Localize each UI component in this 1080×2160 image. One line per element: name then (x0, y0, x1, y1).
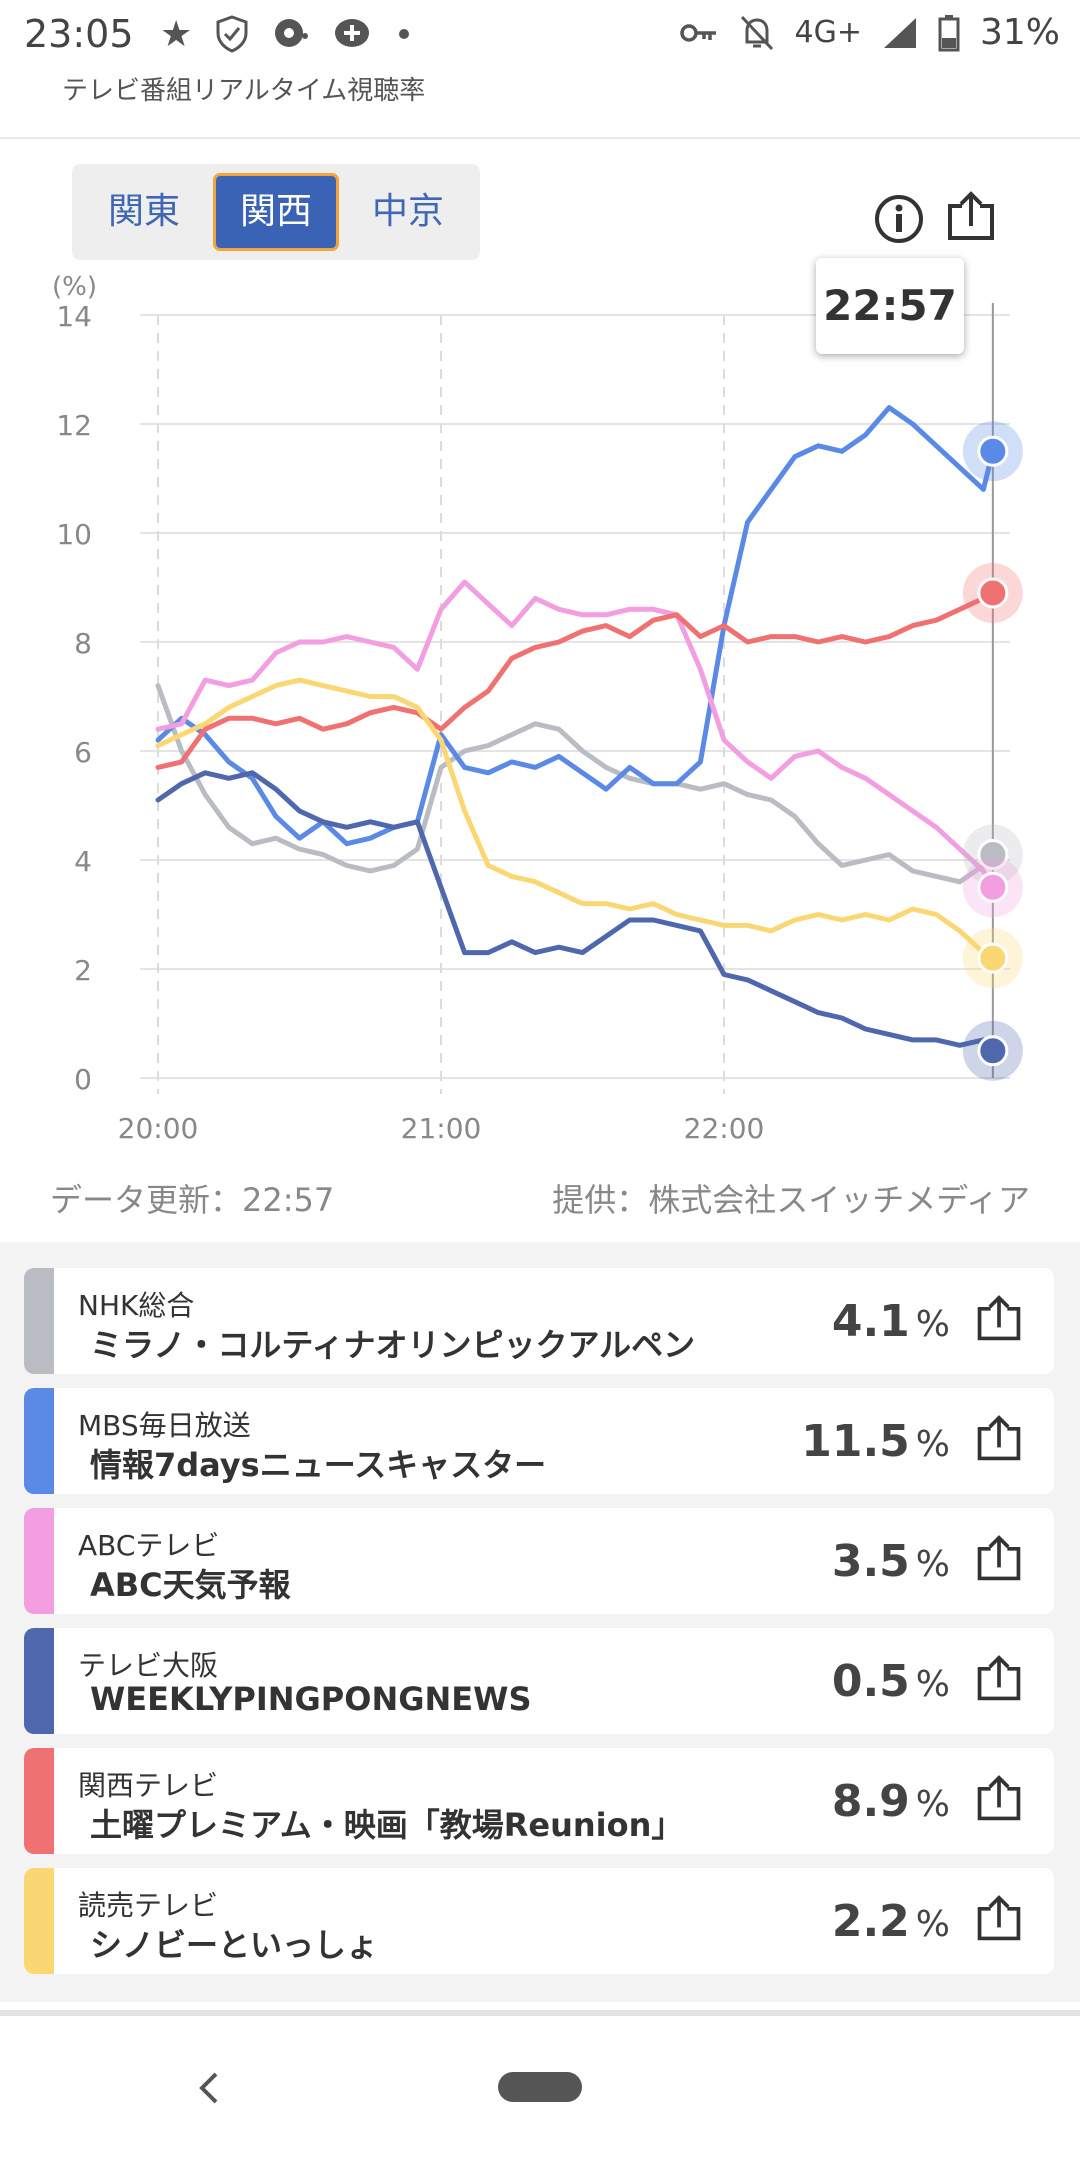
shield-icon (216, 15, 248, 53)
network-type: 4G+ (794, 15, 862, 50)
series-line (155, 770, 996, 1054)
channel-color-bar (24, 1868, 54, 1974)
series-line (155, 590, 996, 770)
series-end-marker (977, 871, 1009, 903)
series-end-marker (977, 942, 1009, 974)
rating-value: 11.5% (801, 1416, 950, 1467)
info-icon[interactable] (872, 192, 926, 246)
share-icon[interactable] (944, 190, 998, 244)
rating-value: 2.2% (831, 1896, 950, 1947)
station-name: NHK総合 (78, 1289, 195, 1322)
home-pill[interactable] (498, 2072, 582, 2102)
share-icon[interactable] (974, 1534, 1024, 1584)
station-name: 関西テレビ (78, 1769, 219, 1802)
app-title: テレビ番組リアルタイム視聴率 (62, 76, 426, 106)
star-icon: ★ (160, 14, 193, 55)
status-right-icons: 4G+ 31% (679, 12, 1060, 53)
program-title: 情報7daysニュースキャスター (90, 1446, 547, 1484)
station-name: テレビ大阪 (78, 1649, 219, 1682)
series-line (155, 579, 996, 890)
battery-level: 31% (979, 12, 1060, 53)
series-end-marker (977, 839, 1009, 871)
update-time: データ更新：22:57 (50, 1181, 335, 1219)
program-card-ktv[interactable]: 関西テレビ 土曜プレミアム・映画「教場Reunion」 8.9% (24, 1748, 1054, 1854)
y-tick-label: 6 (74, 736, 92, 769)
time-tooltip: 22:57 (816, 258, 964, 354)
share-icon[interactable] (974, 1774, 1024, 1824)
program-card-tvo[interactable]: テレビ大阪 WEEKLYPINGPONGNEWS 0.5% (24, 1628, 1054, 1734)
region-tabs: 関東 関西 中京 (72, 164, 480, 260)
y-tick-label: 0 (74, 1063, 92, 1096)
station-name: 読売テレビ (78, 1889, 219, 1922)
tab-chukyo[interactable]: 中京 (371, 191, 444, 232)
x-tick-label: 22:00 (684, 1112, 765, 1145)
battery-icon (938, 14, 960, 51)
y-tick-label: 10 (56, 518, 92, 551)
channel-color-bar (24, 1388, 54, 1494)
channel-color-bar (24, 1628, 54, 1734)
y-tick-label: 12 (56, 409, 92, 442)
list-divider (0, 2010, 1080, 2016)
rating-value: 0.5% (831, 1656, 950, 1707)
chat-plus-icon (335, 19, 370, 47)
y-tick-label: 14 (56, 300, 92, 333)
y-axis-label: (%) (52, 272, 97, 302)
share-icon[interactable] (974, 1654, 1024, 1704)
series-end-marker (977, 435, 1009, 467)
chat-icon (275, 19, 309, 47)
rating-value: 3.5% (831, 1536, 950, 1587)
share-icon[interactable] (974, 1294, 1024, 1344)
header-divider (0, 137, 1080, 139)
share-icon[interactable] (974, 1414, 1024, 1464)
back-icon[interactable] (190, 2068, 230, 2108)
y-tick-label: 4 (74, 845, 92, 878)
program-title: 土曜プレミアム・映画「教場Reunion」 (90, 1806, 684, 1844)
program-title: WEEKLYPINGPONGNEWS (90, 1680, 532, 1718)
dot-icon (399, 29, 410, 39)
provider-credit: 提供：株式会社スイッチメディア (552, 1181, 1030, 1219)
station-name: MBS毎日放送 (78, 1409, 251, 1442)
status-left-icons: ★ (160, 14, 414, 55)
series-end-marker (977, 577, 1009, 609)
x-tick-label: 20:00 (118, 1112, 199, 1145)
program-card-ytv[interactable]: 読売テレビ シノビーといっしょ 2.2% (24, 1868, 1054, 1974)
program-card-nhk[interactable]: NHK総合 ミラノ・コルティナオリンピックアルペン 4.1% (24, 1268, 1054, 1374)
status-time: 23:05 (24, 12, 134, 56)
bell-off-icon (740, 15, 773, 50)
program-title: シノビーといっしょ (90, 1926, 379, 1964)
y-tick-label: 8 (74, 627, 92, 660)
share-icon[interactable] (974, 1894, 1024, 1944)
x-tick-label: 21:00 (401, 1112, 482, 1145)
status-bar: 23:05 ★ 4G+ 31% (0, 0, 1080, 70)
program-card-abc[interactable]: ABCテレビ ABC天気予報 3.5% (24, 1508, 1054, 1614)
channel-color-bar (24, 1508, 54, 1614)
series-line (155, 677, 996, 961)
station-name: ABCテレビ (78, 1529, 220, 1562)
series-line (155, 683, 996, 885)
rating-value: 4.1% (831, 1296, 950, 1347)
tab-kanto[interactable]: 関東 (107, 191, 180, 232)
key-icon (679, 23, 716, 42)
signal-icon (883, 17, 916, 48)
series-line (155, 405, 996, 847)
channel-color-bar (24, 1268, 54, 1374)
program-card-mbs[interactable]: MBS毎日放送 情報7daysニュースキャスター 11.5% (24, 1388, 1054, 1494)
ratings-chart: 0 2 4 6 8 10 12 14(%) 20:00 21:00 22:00 (52, 272, 1023, 1145)
program-title: ABC天気予報 (90, 1566, 291, 1604)
tab-kansai[interactable]: 関西 (213, 173, 339, 251)
rating-value: 8.9% (831, 1776, 950, 1827)
y-tick-label: 2 (74, 954, 92, 987)
channel-color-bar (24, 1748, 54, 1854)
program-title: ミラノ・コルティナオリンピックアルペン (90, 1326, 696, 1364)
series-end-marker (977, 1035, 1009, 1067)
